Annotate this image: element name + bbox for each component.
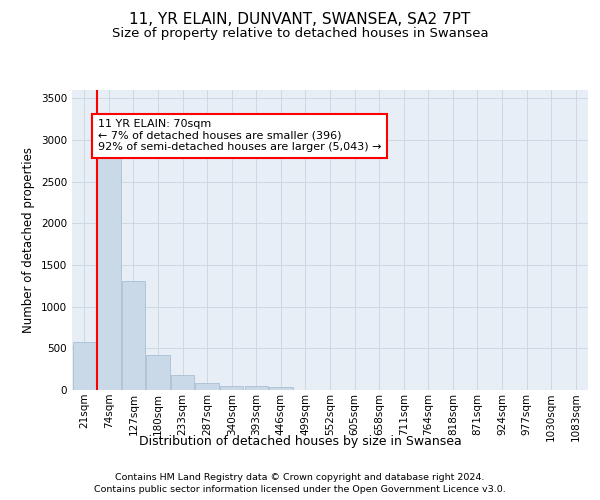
Bar (146, 356, 170, 390)
Bar (269, 386, 293, 390)
Bar (171, 374, 194, 390)
Bar (97, 146, 121, 390)
Bar (196, 384, 219, 390)
Bar (220, 386, 244, 390)
Text: Distribution of detached houses by size in Swansea: Distribution of detached houses by size … (139, 435, 461, 448)
Y-axis label: Number of detached properties: Number of detached properties (22, 147, 35, 333)
Text: Size of property relative to detached houses in Swansea: Size of property relative to detached ho… (112, 28, 488, 40)
Text: 11 YR ELAIN: 70sqm
← 7% of detached houses are smaller (396)
92% of semi-detache: 11 YR ELAIN: 70sqm ← 7% of detached hous… (98, 119, 382, 152)
Bar (73, 342, 96, 390)
Text: Contains public sector information licensed under the Open Government Licence v3: Contains public sector information licen… (94, 485, 506, 494)
Text: Contains HM Land Registry data © Crown copyright and database right 2024.: Contains HM Land Registry data © Crown c… (115, 472, 485, 482)
Text: 11, YR ELAIN, DUNVANT, SWANSEA, SA2 7PT: 11, YR ELAIN, DUNVANT, SWANSEA, SA2 7PT (130, 12, 470, 28)
Bar (122, 281, 145, 390)
Bar (245, 386, 268, 390)
